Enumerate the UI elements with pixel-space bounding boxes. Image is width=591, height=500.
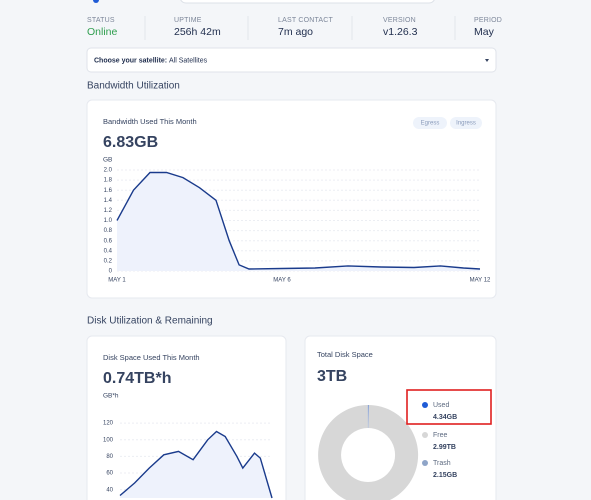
y-tick-label: 0.4 (104, 248, 113, 254)
y-tick-label: 0 (109, 269, 113, 275)
pie-slice (318, 405, 419, 500)
y-tick-label: 0.6 (104, 238, 113, 244)
line (119, 430, 273, 499)
toggle[interactable] (450, 117, 482, 129)
toggle-label: Ingress (456, 121, 476, 127)
legend-value: 4.34GB (433, 414, 457, 421)
card-title: Total Disk Space (317, 350, 373, 359)
area (117, 172, 480, 271)
select-label: Choose your satellite: (94, 57, 167, 64)
legend-label: Used (433, 402, 449, 409)
card-total: 0.74TB*h (103, 370, 171, 387)
y-tick-label: 1.4 (104, 198, 113, 204)
area (120, 431, 272, 498)
y-tick-label: 1.0 (104, 218, 113, 224)
status-label: LAST CONTACT (278, 17, 334, 24)
section-heading: Disk Utilization & Remaining (87, 316, 213, 327)
y-tick-label: 80 (106, 454, 113, 460)
status-value: 256h 42m (174, 26, 221, 38)
y-tick-label: 40 (106, 487, 113, 493)
y-tick-label: 1.6 (104, 188, 113, 194)
y-tick-label: 1.8 (104, 178, 113, 184)
toggle[interactable] (413, 117, 447, 129)
legend-label: Trash (433, 460, 451, 467)
card-title: Bandwidth Used This Month (103, 117, 197, 126)
section-heading: Bandwidth Utilization (87, 81, 180, 92)
y-tick-label: 0.2 (104, 258, 113, 264)
y-unit: GB (103, 157, 112, 164)
status-label: VERSION (383, 17, 416, 24)
select-value: All Satellites (169, 57, 208, 64)
status-label: UPTIME (174, 17, 202, 24)
line (116, 171, 481, 270)
logo (93, 0, 99, 3)
y-tick-label: 100 (103, 437, 114, 443)
satellite-select[interactable] (86, 47, 497, 73)
legend-label: Free (433, 432, 448, 439)
card-total: 3TB (317, 368, 347, 385)
y-unit: GB*h (103, 393, 119, 400)
x-tick-label: MAY 6 (273, 278, 291, 284)
status-label: STATUS (87, 17, 115, 24)
status-value: 7m ago (278, 26, 313, 38)
dropdown-arrow (485, 59, 489, 62)
status-value: v1.26.3 (383, 26, 418, 38)
legend-dot (422, 432, 428, 438)
legend-value: 2.15GB (433, 472, 457, 479)
status-value: Online (87, 26, 118, 38)
highlight-box (406, 389, 492, 425)
y-tick-label: 0.8 (104, 228, 113, 234)
search-box[interactable] (180, 0, 435, 4)
y-tick-label: 2.0 (104, 168, 113, 174)
y-tick-label: 120 (103, 421, 114, 427)
legend-dot (422, 402, 428, 408)
status-value: May (474, 26, 495, 38)
y-tick-label: 60 (106, 471, 113, 477)
card-total: 6.83GB (103, 134, 158, 151)
legend-value: 2.99TB (433, 444, 456, 451)
toggle-label: Egress (421, 121, 440, 127)
y-tick-label: 1.2 (104, 208, 113, 214)
legend-dot (422, 460, 428, 466)
card-title: Disk Space Used This Month (103, 353, 200, 362)
status-label: PERIOD (474, 17, 502, 24)
x-tick-label: MAY 1 (108, 278, 126, 284)
x-tick-label: MAY 12 (470, 278, 491, 284)
